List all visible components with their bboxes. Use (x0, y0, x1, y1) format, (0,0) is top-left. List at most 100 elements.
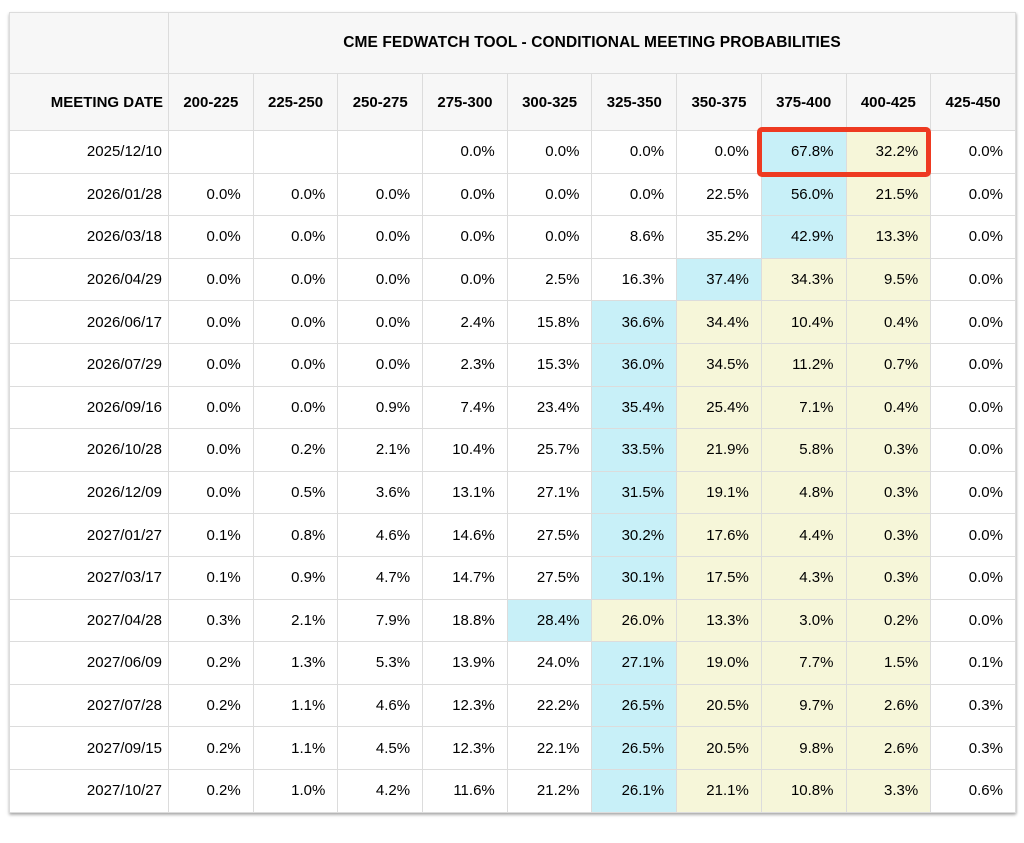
probability-cell: 0.3% (845, 470, 932, 515)
probability-cell: 26.5% (591, 726, 678, 770)
rate-range-header: 225-250 (252, 73, 339, 131)
probability-cell: 0.0% (506, 172, 593, 217)
meeting-date-cell: 2027/03/17 (9, 555, 169, 600)
table-row: 2026/12/09 0.0% 0.5% 3.6% 13.1% 27.1% 31.5% 19.… (9, 470, 1016, 515)
probability-cell: 34.4% (676, 300, 762, 344)
fedwatch-table-container: CME FEDWATCH TOOL - CONDITIONAL MEETING … (9, 12, 1016, 813)
probability-cell: 67.8% (760, 130, 847, 174)
probability-cell: 0.0% (422, 257, 508, 302)
probability-cell: 3.0% (760, 598, 847, 643)
probability-cell: 0.0% (930, 470, 1016, 515)
probability-cell: 15.8% (506, 300, 593, 344)
probability-cell: 22.1% (506, 726, 593, 770)
meeting-date-cell: 2027/07/28 (9, 683, 169, 728)
probability-cell: 0.3% (930, 683, 1016, 728)
probability-cell: 0.3% (845, 513, 932, 557)
probability-cell: 0.4% (845, 385, 932, 430)
probability-cell: 14.7% (422, 555, 508, 600)
probability-cell: 16.3% (591, 257, 678, 302)
probability-cell: 22.5% (676, 172, 762, 217)
meeting-date-cell: 2027/06/09 (9, 641, 169, 685)
meeting-date-cell: 2025/12/10 (9, 130, 169, 174)
probability-cell: 13.3% (845, 215, 932, 259)
table-row: 2026/10/28 0.0% 0.2% 2.1% 10.4% 25.7% 33.5% 21.… (9, 428, 1016, 472)
probability-cell: 0.2% (168, 726, 254, 770)
probability-cell (168, 130, 254, 174)
probability-cell: 11.2% (760, 342, 847, 387)
table-row: 2027/01/27 0.1% 0.8% 4.6% 14.6% 27.5% 30.2% 17.… (9, 513, 1016, 557)
probability-cell: 2.4% (422, 300, 508, 344)
probability-cell: 4.7% (337, 555, 424, 600)
probability-cell: 31.5% (591, 470, 678, 515)
probability-cell: 0.0% (930, 215, 1016, 259)
probability-cell: 0.0% (337, 257, 424, 302)
probability-cell: 5.8% (760, 428, 847, 472)
meeting-date-cell: 2026/12/09 (9, 470, 169, 515)
probability-cell: 0.0% (168, 428, 254, 472)
probability-cell: 1.0% (252, 768, 339, 813)
probability-cell: 12.3% (422, 683, 508, 728)
probability-cell: 0.0% (168, 215, 254, 259)
probability-cell: 28.4% (506, 598, 593, 643)
probability-cell: 0.0% (930, 385, 1016, 430)
probability-cell: 1.5% (845, 641, 932, 685)
table-row: 2026/06/17 0.0% 0.0% 0.0% 2.4% 15.8% 36.6% 34.4… (9, 300, 1016, 344)
title-row: CME FEDWATCH TOOL - CONDITIONAL MEETING … (9, 12, 1016, 74)
table-row: 2025/12/10 0.0% 0.0% 0.0% 0.0% 67.8% 32.2% 0.0% (9, 130, 1016, 174)
probability-cell: 2.1% (337, 428, 424, 472)
probability-cell: 0.3% (930, 726, 1016, 770)
probability-cell: 0.0% (168, 300, 254, 344)
table-row: 2026/03/18 0.0% 0.0% 0.0% 0.0% 0.0% 8.6% 35.2% 4… (9, 215, 1016, 259)
probability-cell: 0.9% (337, 385, 424, 430)
probability-cell: 0.0% (506, 130, 593, 174)
corner-cell (9, 12, 169, 74)
probability-cell: 15.3% (506, 342, 593, 387)
probability-cell: 0.3% (845, 428, 932, 472)
probability-cell: 0.0% (252, 342, 339, 387)
probability-cell: 2.6% (845, 726, 932, 770)
table-row: 2027/07/28 0.2% 1.1% 4.6% 12.3% 22.2% 26.5% 20.… (9, 683, 1016, 728)
probability-cell: 0.0% (930, 428, 1016, 472)
probability-cell: 10.4% (422, 428, 508, 472)
probability-cell: 0.2% (168, 768, 254, 813)
probability-cell: 7.7% (760, 641, 847, 685)
probability-cell: 20.5% (676, 726, 762, 770)
probability-cell: 1.3% (252, 641, 339, 685)
probability-cell: 19.0% (676, 641, 762, 685)
conditional-meeting-probabilities-table: CME FEDWATCH TOOL - CONDITIONAL MEETING … (9, 12, 1016, 813)
table-title: CME FEDWATCH TOOL - CONDITIONAL MEETING … (168, 12, 1016, 74)
rate-range-header: 300-325 (506, 73, 593, 131)
table-row: 2026/04/29 0.0% 0.0% 0.0% 0.0% 2.5% 16.3% 37.4%… (9, 257, 1016, 302)
probability-cell: 0.0% (930, 555, 1016, 600)
probability-cell: 0.0% (252, 215, 339, 259)
probability-cell: 4.4% (760, 513, 847, 557)
probability-cell: 13.9% (422, 641, 508, 685)
probability-cell: 2.3% (422, 342, 508, 387)
probability-cell: 0.0% (506, 215, 593, 259)
meeting-date-cell: 2026/06/17 (9, 300, 169, 344)
probability-cell: 0.0% (168, 385, 254, 430)
probability-cell: 13.3% (676, 598, 762, 643)
probability-cell: 26.0% (591, 598, 678, 643)
probability-cell: 37.4% (676, 257, 762, 302)
probability-cell: 18.8% (422, 598, 508, 643)
probability-cell: 0.0% (591, 172, 678, 217)
probability-cell: 3.3% (845, 768, 932, 813)
table-row: 2027/04/28 0.3% 2.1% 7.9% 18.8% 28.4% 26.0% 13.… (9, 598, 1016, 643)
probability-cell: 0.0% (930, 300, 1016, 344)
probability-cell: 10.4% (760, 300, 847, 344)
probability-cell: 8.6% (591, 215, 678, 259)
meeting-date-cell: 2026/10/28 (9, 428, 169, 472)
probability-cell: 35.2% (676, 215, 762, 259)
probability-cell: 2.1% (252, 598, 339, 643)
probability-cell: 13.1% (422, 470, 508, 515)
probability-cell: 19.1% (676, 470, 762, 515)
table-row: 2027/03/17 0.1% 0.9% 4.7% 14.7% 27.5% 30.1% 17.… (9, 555, 1016, 600)
probability-cell: 17.6% (676, 513, 762, 557)
rate-range-header: 425-450 (930, 73, 1016, 131)
probability-cell: 0.5% (252, 470, 339, 515)
probability-cell: 0.0% (337, 172, 424, 217)
probability-cell: 0.0% (168, 172, 254, 217)
probability-cell: 27.5% (506, 555, 593, 600)
probability-cell: 30.2% (591, 513, 678, 557)
